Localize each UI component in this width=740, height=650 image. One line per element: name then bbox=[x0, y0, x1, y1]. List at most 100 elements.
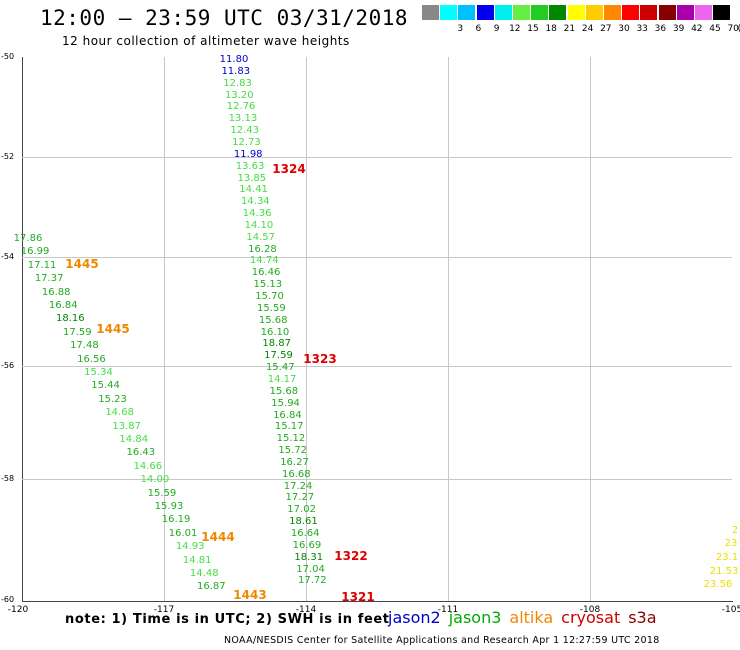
swh-observation: 14.34 bbox=[241, 196, 270, 208]
cycle-label: 1323 bbox=[303, 352, 337, 366]
legend-swatch bbox=[422, 5, 439, 20]
swh-observation: 15.47 bbox=[265, 362, 295, 374]
legend-swatch bbox=[585, 5, 603, 20]
swh-observation: 15.93 bbox=[154, 501, 184, 512]
legend-label: 30 bbox=[618, 24, 630, 34]
longitude-tick-label: -114 bbox=[295, 605, 317, 615]
swh-observation: 16.69 bbox=[292, 539, 322, 551]
parallel-line bbox=[22, 479, 732, 480]
satellite-name: jason2 bbox=[388, 608, 441, 627]
legend-swatch bbox=[622, 5, 640, 20]
swh-observation: 23 bbox=[724, 538, 738, 549]
legend-label: 42 bbox=[691, 24, 703, 34]
swh-observation: 17.37 bbox=[34, 273, 64, 285]
swh-observation: 16.46 bbox=[251, 267, 281, 279]
cycle-label: 1322 bbox=[334, 549, 368, 563]
swh-observation: 14.10 bbox=[244, 219, 274, 231]
legend-swatch bbox=[604, 5, 621, 20]
swh-observation: 17.02 bbox=[287, 504, 316, 516]
satellite-name: altika bbox=[509, 608, 554, 627]
legend-label: 18 bbox=[545, 24, 557, 34]
legend-label: 36 bbox=[654, 24, 667, 34]
cycle-label: 1443 bbox=[233, 588, 267, 602]
latitude-tick-label: -50 bbox=[1, 52, 15, 61]
satellite-key: jason2 jason3 altika cryosat s3a bbox=[388, 608, 665, 627]
legend-swatch bbox=[640, 5, 658, 20]
swh-observation: 2 bbox=[731, 525, 739, 536]
swh-observation: 16.88 bbox=[41, 286, 71, 298]
swh-observation: 18.16 bbox=[55, 313, 85, 325]
longitude-tick-label: -111 bbox=[437, 605, 459, 615]
latitude-tick-label: -54 bbox=[1, 252, 15, 261]
meridian-line bbox=[164, 57, 165, 601]
swh-observation: 15.23 bbox=[98, 393, 127, 405]
swh-observation: 12.76 bbox=[226, 101, 256, 113]
latitude-tick-label: -52 bbox=[1, 152, 15, 161]
credit-footer: NOAA/NESDIS Center for Satellite Applica… bbox=[224, 635, 660, 646]
swh-observation: 16.84 bbox=[273, 409, 302, 421]
swh-observation: 13.63 bbox=[235, 160, 265, 172]
cycle-label: 1445 bbox=[65, 257, 99, 271]
legend-label: 12 bbox=[509, 24, 521, 34]
swh-observation: 14.93 bbox=[175, 541, 205, 553]
swh-observation: 16.99 bbox=[20, 246, 50, 258]
swh-observation: 18.61 bbox=[289, 516, 318, 528]
swh-observation: 12.43 bbox=[230, 125, 259, 137]
swh-observation: 15.44 bbox=[91, 380, 120, 392]
legend-swatch bbox=[549, 5, 567, 20]
legend-label: 70 bbox=[727, 24, 739, 34]
swh-observation: 15.13 bbox=[253, 279, 283, 291]
swh-observation: 15.68 bbox=[269, 385, 299, 397]
satellite-name: s3a bbox=[628, 608, 657, 627]
swh-observation: 16.01 bbox=[168, 527, 198, 539]
longitude-tick-label: -117 bbox=[153, 605, 175, 615]
latitude-tick-label: -58 bbox=[1, 474, 15, 483]
meridian-line bbox=[306, 57, 307, 601]
swh-observation: 14.68 bbox=[105, 407, 134, 419]
swh-observation: 15.34 bbox=[84, 367, 113, 378]
legend-swatch bbox=[513, 5, 530, 20]
swh-observation: 13.13 bbox=[228, 113, 258, 125]
swh-observation: 17.59 bbox=[63, 326, 92, 338]
longitude-tick-label: -105 bbox=[721, 605, 740, 615]
swh-observation: 11.98 bbox=[233, 148, 263, 160]
swh-observation: 16.56 bbox=[77, 353, 106, 365]
swh-observation: 17.86 bbox=[13, 233, 43, 244]
cycle-label: 1324 bbox=[272, 162, 306, 176]
swh-observation: 17.04 bbox=[296, 563, 325, 575]
legend-label: 45 bbox=[709, 24, 721, 34]
legend-label: 39 bbox=[672, 24, 685, 34]
swh-observation: 21.53 bbox=[709, 566, 739, 577]
swh-observation: 17.72 bbox=[297, 575, 327, 587]
parallel-line bbox=[22, 157, 732, 158]
legend-label: 21 bbox=[563, 24, 576, 34]
parallel-line bbox=[22, 366, 732, 367]
swh-observation: 17.11 bbox=[27, 259, 57, 271]
satellite-name: cryosat bbox=[561, 608, 621, 627]
swh-observation: 14.66 bbox=[133, 460, 163, 472]
legend-swatch bbox=[458, 5, 476, 20]
swh-observation: 16.27 bbox=[280, 456, 309, 468]
swh-observation: 14.81 bbox=[182, 554, 212, 566]
cycle-label: 1444 bbox=[201, 530, 235, 544]
legend-label: 33 bbox=[636, 24, 648, 34]
swh-observation: 13.20 bbox=[225, 89, 254, 101]
swh-observation: 14.36 bbox=[242, 208, 272, 220]
swh-observation: 13.85 bbox=[237, 172, 267, 184]
legend-unit: (ft) bbox=[732, 24, 740, 34]
swh-observation: 12.73 bbox=[232, 136, 261, 148]
swh-observation: 17.24 bbox=[283, 480, 313, 492]
legend-swatch bbox=[695, 5, 712, 20]
swh-observation: 16.10 bbox=[260, 326, 290, 338]
swh-observation: 15.94 bbox=[271, 397, 300, 409]
map-plot-area bbox=[22, 57, 733, 602]
swh-observation: 23.1 bbox=[715, 552, 739, 563]
swh-observation: 15.59 bbox=[257, 302, 286, 314]
parallel-line bbox=[22, 257, 732, 258]
swh-observation: 17.27 bbox=[285, 492, 315, 504]
latitude-tick-label: -56 bbox=[1, 361, 15, 370]
cycle-label: 1321 bbox=[341, 590, 375, 604]
legend-label: 15 bbox=[527, 24, 539, 34]
units-note: note: 1) Time is in UTC; 2) SWH is in fe… bbox=[65, 612, 390, 627]
swh-observation: 15.68 bbox=[258, 314, 288, 326]
